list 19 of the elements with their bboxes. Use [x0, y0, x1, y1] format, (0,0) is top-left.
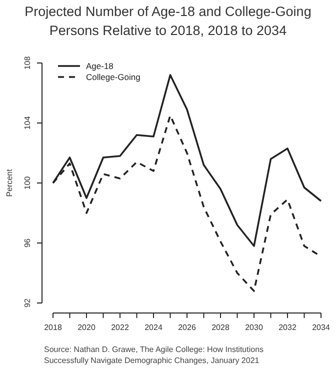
chart-title: Projected Number of Age-18 and College-Going Persons Relative to 2018, 2018 to 2034 — [24, 4, 312, 38]
y-tick-label: 108 — [23, 56, 32, 70]
source-note: Source: Nathan D. Grawe, The Agile College: How Institutions Successfully Navigate Demographic Changes, January 2021 — [44, 345, 264, 365]
legend-label: Age-18 — [86, 61, 114, 71]
y-tick-label: 100 — [23, 176, 32, 190]
x-tick-label: 2032 — [278, 323, 297, 332]
x-tick-label: 2026 — [178, 323, 196, 332]
y-tick-label: 104 — [23, 116, 32, 130]
x-tick-label: 2024 — [144, 323, 163, 332]
x-tick-label: 2018 — [44, 323, 62, 332]
y-tick-label: 92 — [23, 298, 32, 308]
y-tick-label: 96 — [23, 238, 32, 248]
y-axis-title: Percent — [5, 168, 14, 197]
legend-label: College-Going — [86, 72, 141, 82]
x-tick-label: 2030 — [245, 323, 264, 332]
x-tick-label: 2034 — [312, 323, 330, 332]
x-tick-label: 2022 — [111, 323, 130, 332]
x-tick-label: 2028 — [212, 323, 230, 332]
x-tick-label: 2020 — [78, 323, 96, 332]
